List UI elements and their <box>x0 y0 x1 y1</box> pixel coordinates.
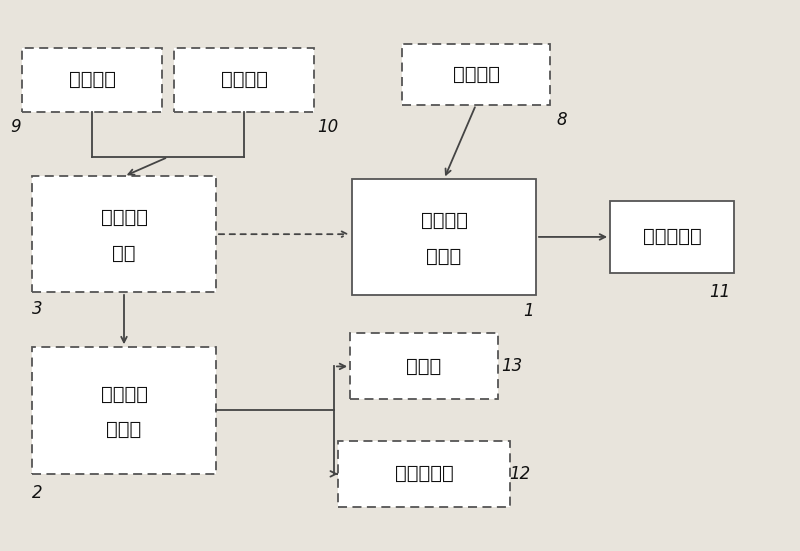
Text: 湿度探头: 湿度探头 <box>221 71 267 89</box>
FancyBboxPatch shape <box>402 44 550 105</box>
Text: 13: 13 <box>502 358 522 375</box>
Text: 12: 12 <box>510 465 530 483</box>
FancyBboxPatch shape <box>338 441 510 507</box>
Text: 装置: 装置 <box>112 244 136 263</box>
FancyBboxPatch shape <box>22 48 162 111</box>
Text: 温度探头: 温度探头 <box>69 71 115 89</box>
Text: 数据采集: 数据采集 <box>421 211 467 230</box>
FancyBboxPatch shape <box>174 48 314 111</box>
Text: 第二显示器: 第二显示器 <box>394 464 454 483</box>
Text: 9: 9 <box>10 118 22 136</box>
Text: 11: 11 <box>710 283 730 301</box>
Text: 计算机: 计算机 <box>426 247 462 266</box>
Text: 8: 8 <box>556 111 567 128</box>
FancyBboxPatch shape <box>352 179 536 295</box>
Text: 打印机: 打印机 <box>406 357 442 376</box>
FancyBboxPatch shape <box>350 333 498 399</box>
FancyBboxPatch shape <box>32 347 216 474</box>
Text: 数据采集: 数据采集 <box>101 208 147 227</box>
Text: 第一显示器: 第一显示器 <box>642 228 702 246</box>
Text: 3: 3 <box>32 300 43 317</box>
Text: 10: 10 <box>318 118 338 136</box>
Text: 计算机: 计算机 <box>106 420 142 439</box>
FancyBboxPatch shape <box>32 176 216 292</box>
Text: 1: 1 <box>522 302 534 320</box>
Text: 2: 2 <box>32 484 43 502</box>
Text: 压力探头: 压力探头 <box>453 65 499 84</box>
FancyBboxPatch shape <box>610 201 734 273</box>
Text: 数据处理: 数据处理 <box>101 385 147 403</box>
